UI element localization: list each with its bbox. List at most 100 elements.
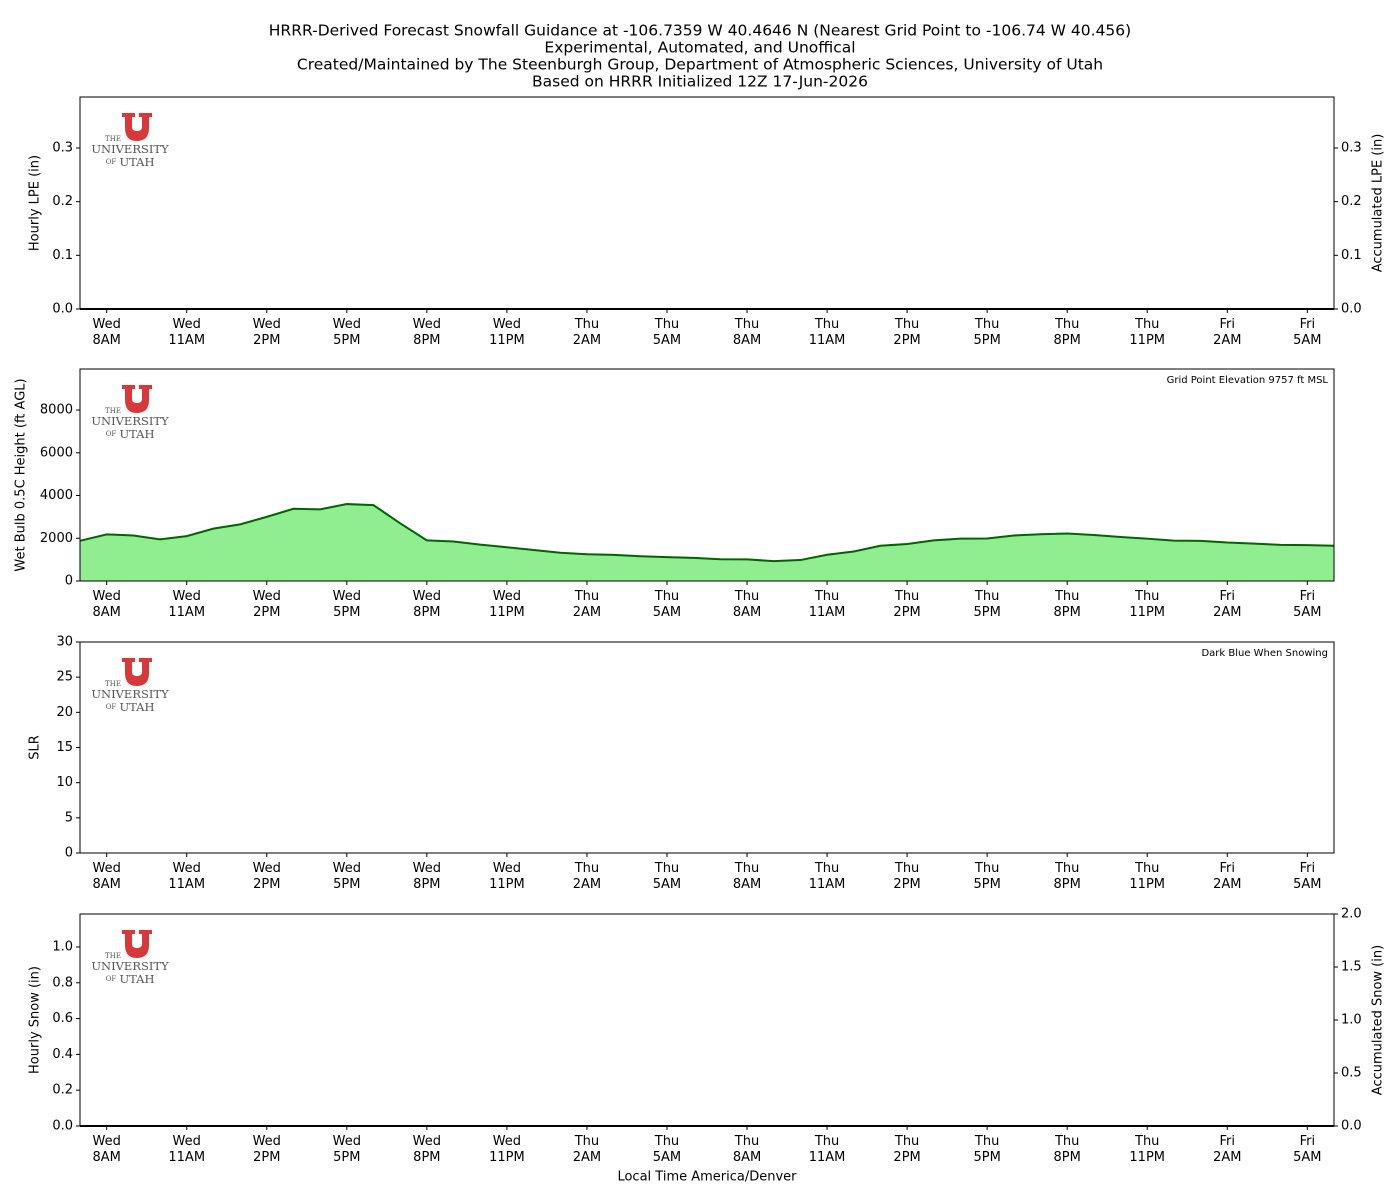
y-tick-label: 25	[56, 670, 73, 685]
x-tick-label: Thu 5PM	[973, 589, 1001, 620]
y-tick-label: 0.3	[52, 140, 73, 155]
x-axis-label: Local Time America/Denver	[617, 1170, 797, 1185]
y2-tick-label: 0.2	[1341, 194, 1362, 209]
x-tick-label: Wed 8PM	[412, 317, 442, 348]
x-tick-label: Thu 5PM	[973, 317, 1001, 348]
y-axis-label: Hourly Snow (in)	[28, 966, 43, 1074]
y2-tick-label: 0.0	[1341, 302, 1362, 317]
x-tick-label: Thu 8AM	[732, 589, 762, 620]
x-tick-label: Wed 11AM	[168, 861, 206, 892]
x-tick-label: Wed 11PM	[489, 589, 525, 620]
x-tick-label: Thu 11AM	[808, 589, 846, 620]
y-tick-label: 8000	[40, 403, 73, 418]
x-tick-label: Thu 11PM	[1129, 861, 1166, 892]
y-tick-label: 1.0	[52, 939, 73, 954]
x-tick-label: Wed 5PM	[332, 317, 361, 348]
x-tick-label: Thu 8PM	[1053, 861, 1081, 892]
x-tick-label: Thu 5AM	[652, 1134, 682, 1165]
x-tick-label: Thu 11PM	[1129, 317, 1166, 348]
x-tick-label: Thu 8AM	[732, 1134, 762, 1165]
annotation: Grid Point Elevation 9757 ft MSL	[1167, 375, 1329, 386]
x-tick-label: Thu 8PM	[1053, 1134, 1081, 1165]
plot-frame	[79, 641, 1335, 854]
y2-tick-label: 2.0	[1341, 907, 1362, 922]
x-tick-label: Thu 2PM	[893, 1134, 921, 1165]
logo-text: OF	[106, 430, 117, 438]
x-tick-label: Thu 2AM	[572, 589, 602, 620]
y-tick-label: 15	[56, 740, 73, 755]
x-tick-label: Thu 8PM	[1053, 589, 1081, 620]
logo-text: UNIVERSITY	[91, 687, 169, 701]
x-tick-label: Fri 2AM	[1213, 1134, 1242, 1165]
plot-frame	[79, 913, 1335, 1127]
y-axis-label: Hourly LPE (in)	[28, 155, 43, 251]
x-tick-label: Wed 11PM	[489, 1134, 525, 1165]
x-tick-label: Thu 8AM	[732, 861, 762, 892]
logo-text: UNIVERSITY	[91, 414, 169, 428]
y-tick-label: 6000	[40, 445, 73, 460]
x-tick-label: Wed 11AM	[168, 589, 206, 620]
x-tick-label: Wed 11AM	[168, 317, 206, 348]
y-tick-label: 0.6	[52, 1011, 73, 1026]
x-tick-label: Fri 2AM	[1213, 861, 1242, 892]
figure-title: HRRR-Derived Forecast Snowfall Guidance …	[269, 22, 1131, 40]
x-tick-label: Wed 11AM	[168, 1134, 206, 1165]
logo-text: OF	[106, 158, 117, 166]
x-tick-label: Thu 5AM	[652, 589, 682, 620]
y2-tick-label: 0.1	[1341, 248, 1362, 263]
x-tick-label: Wed 5PM	[332, 861, 361, 892]
y-tick-label: 0.0	[52, 302, 73, 317]
x-tick-label: Thu 5AM	[652, 861, 682, 892]
y-tick-label: 0.1	[52, 248, 73, 263]
x-tick-label: Wed 8AM	[92, 1134, 121, 1165]
logo-mark	[122, 113, 152, 141]
x-tick-label: Wed 5PM	[332, 1134, 361, 1165]
x-tick-label: Thu 8AM	[732, 317, 762, 348]
x-tick-label: Thu 5PM	[973, 1134, 1001, 1165]
figure-title: Based on HRRR Initialized 12Z 17-Jun-202…	[532, 73, 868, 91]
y-tick-label: 0.2	[52, 194, 73, 209]
x-tick-label: Wed 8PM	[412, 861, 442, 892]
x-tick-label: Thu 2AM	[572, 1134, 602, 1165]
x-tick-label: Fri 2AM	[1213, 589, 1242, 620]
x-tick-label: Wed 8PM	[412, 1134, 442, 1165]
logo-text: UNIVERSITY	[91, 142, 169, 156]
logo-text: OF	[106, 975, 117, 983]
plot-frame	[79, 96, 1335, 310]
y-tick-label: 30	[56, 635, 73, 650]
annotation: Dark Blue When Snowing	[1201, 648, 1328, 659]
x-tick-label: Fri 5AM	[1293, 589, 1322, 620]
logo-text: THE	[105, 407, 121, 415]
x-tick-label: Thu 11PM	[1129, 589, 1166, 620]
x-tick-label: Fri 5AM	[1293, 861, 1322, 892]
y2-tick-label: 0.0	[1341, 1119, 1362, 1134]
x-tick-label: Thu 5AM	[652, 317, 682, 348]
logo-text: UTAH	[119, 700, 154, 714]
logo-mark	[122, 658, 152, 686]
x-tick-label: Thu 11PM	[1129, 1134, 1166, 1165]
x-tick-label: Wed 11PM	[489, 317, 525, 348]
y-tick-label: 0.2	[52, 1083, 73, 1098]
x-tick-label: Thu 2AM	[572, 861, 602, 892]
y2-tick-label: 0.3	[1341, 140, 1362, 155]
logo-text: THE	[105, 135, 121, 143]
x-tick-label: Thu 5PM	[973, 861, 1001, 892]
y-tick-label: 5	[65, 810, 73, 825]
x-tick-label: Wed 11PM	[489, 861, 525, 892]
x-tick-label: Wed 8AM	[92, 589, 121, 620]
logo-text: THE	[105, 680, 121, 688]
x-tick-label: Wed 8AM	[92, 861, 121, 892]
y2-axis-label: Accumulated LPE (in)	[1371, 134, 1386, 273]
x-tick-label: Thu 2PM	[893, 589, 921, 620]
y-tick-label: 0.4	[52, 1047, 73, 1062]
x-tick-label: Wed 2PM	[252, 1134, 281, 1165]
x-tick-label: Thu 2PM	[893, 861, 921, 892]
x-tick-label: Wed 2PM	[252, 589, 281, 620]
logo-mark	[122, 385, 152, 413]
x-tick-label: Thu 2PM	[893, 317, 921, 348]
area	[80, 504, 1334, 581]
